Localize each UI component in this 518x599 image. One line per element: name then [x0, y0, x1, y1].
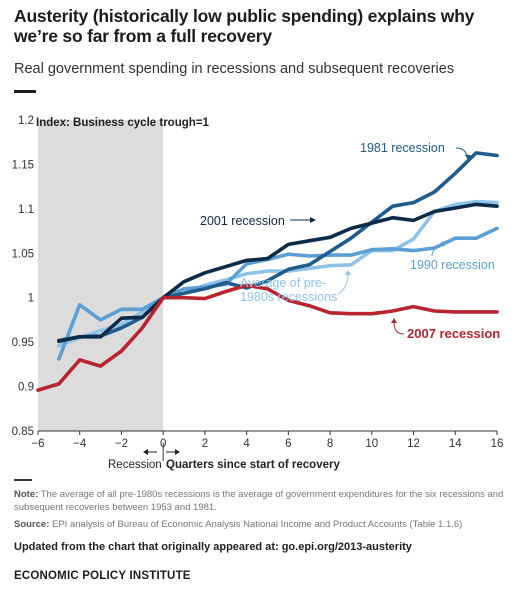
line-2007-recession — [36, 283, 499, 392]
y-tick-label: 1.15 — [12, 159, 34, 171]
chart-title: Austerity (historically low public spend… — [14, 6, 475, 46]
series-lines — [36, 151, 499, 392]
updated-note: Updated from the chart that originally a… — [14, 541, 412, 553]
arrowhead-1981 — [465, 155, 471, 160]
x-axis: −6 −4 −2 0 2 4 6 8 10 12 14 16 — [31, 431, 503, 450]
recovery-arrowhead — [175, 449, 180, 455]
label-pre-1980s-line1: Average of pre- — [240, 276, 326, 290]
arrowhead-2001 — [310, 217, 316, 223]
chart-source: Source: EPI analysis of Bureau of Econom… — [14, 518, 506, 531]
y-tick-label: 0.9 — [18, 382, 34, 394]
x-axis-label: Quarters since start of recovery — [166, 459, 340, 471]
title-rule — [14, 90, 36, 93]
line-chart: 0.85 0.9 0.95 1 1.05 1.1 1.15 1.2 −6 −4 −2 0 2 4 6 8 10… — [12, 115, 504, 471]
line-1990-recession — [57, 226, 499, 361]
y-tick-label: 1.05 — [12, 248, 34, 260]
x-tick-label: −4 — [73, 438, 87, 450]
note-rule — [14, 479, 32, 481]
x-tick-label: 0 — [160, 438, 166, 450]
y-tick-label: 0.95 — [12, 337, 34, 349]
label-pre-1980s-line2: 1980s recessions — [240, 290, 337, 304]
arrow-1990 — [431, 243, 445, 257]
y-tick-label: 1 — [28, 293, 34, 305]
x-tick-label: −2 — [115, 438, 128, 450]
note-label: Note: — [14, 489, 39, 500]
line-2001-recession — [57, 202, 499, 344]
publisher-name: ECONOMIC POLICY INSTITUTE — [14, 570, 191, 582]
y-tick-label: 0.85 — [12, 426, 34, 438]
y-axis: 0.85 0.9 0.95 1 1.05 1.1 1.15 1.2 — [12, 115, 34, 438]
x-tick-label: 8 — [327, 438, 333, 450]
chart-subtitle: Real government spending in recessions a… — [14, 61, 455, 77]
recession-caption: Recession — [108, 459, 162, 471]
x-tick-label: 2 — [202, 438, 208, 450]
x-tick-label: −6 — [31, 438, 44, 450]
label-2007-recession: 2007 recession — [407, 326, 500, 341]
label-1990-recession: 1990 recession — [410, 258, 495, 272]
arrow-pre-1980s — [337, 273, 349, 295]
note-text: The average of all pre-1980s recessions … — [14, 489, 504, 513]
source-label: Source: — [14, 519, 50, 530]
x-tick-label: 12 — [407, 438, 420, 450]
y-tick-label: 1.1 — [18, 204, 34, 216]
chart-note: Note: The average of all pre-1980s reces… — [14, 488, 506, 514]
arrowhead-pre-1980s — [345, 270, 351, 275]
y-axis-label: Index: Business cycle trough=1 — [36, 117, 209, 129]
label-1981-recession: 1981 recession — [360, 141, 445, 155]
line-1981-recession — [57, 151, 499, 343]
label-2001-recession: 2001 recession — [200, 214, 285, 228]
x-tick-label: 10 — [365, 438, 378, 450]
x-tick-label: 4 — [243, 438, 250, 450]
x-tick-label: 16 — [491, 438, 504, 450]
recession-shading — [38, 120, 164, 431]
arrowhead-1990 — [442, 241, 447, 247]
source-text: EPI analysis of Bureau of Economic Analy… — [49, 519, 463, 530]
arrowhead-2007 — [391, 318, 397, 323]
y-tick-label: 1.2 — [18, 115, 34, 127]
x-tick-label: 14 — [449, 438, 462, 450]
x-tick-label: 6 — [285, 438, 291, 450]
arrow-2007 — [393, 321, 405, 335]
recession-arrowhead — [143, 449, 148, 455]
